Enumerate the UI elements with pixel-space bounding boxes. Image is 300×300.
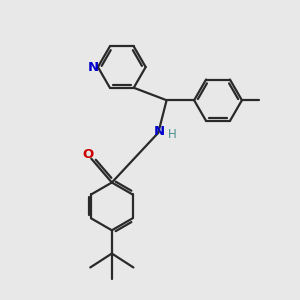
Text: H: H <box>168 128 177 141</box>
Text: O: O <box>82 148 94 161</box>
Text: N: N <box>154 125 165 138</box>
Text: N: N <box>88 61 99 74</box>
